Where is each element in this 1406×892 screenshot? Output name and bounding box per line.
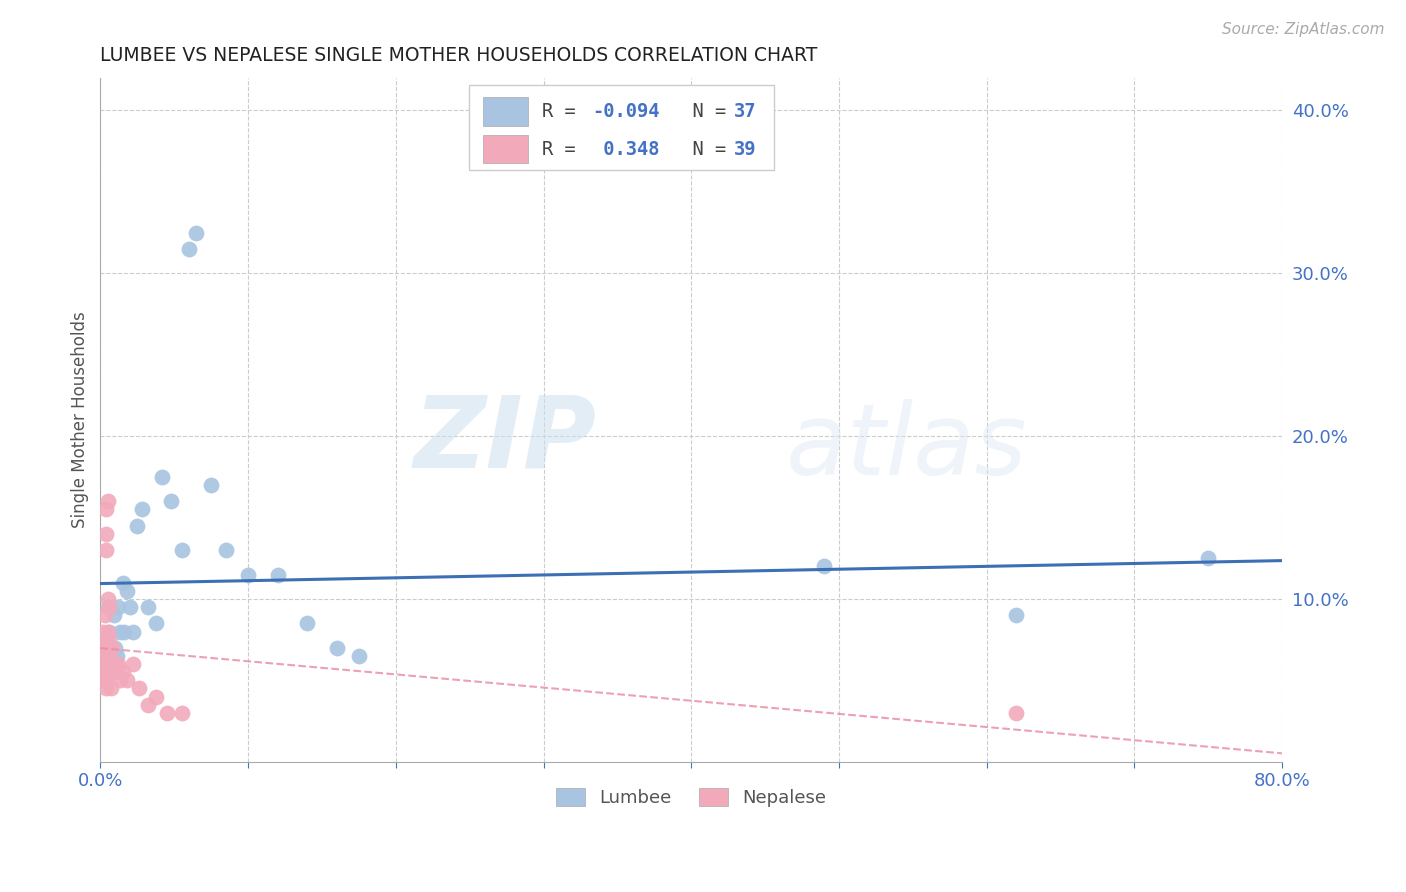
Point bbox=[170, 706, 193, 720]
Point bbox=[90, 657, 112, 671]
Point bbox=[111, 575, 134, 590]
Point bbox=[236, 567, 259, 582]
Point bbox=[94, 632, 117, 647]
Point bbox=[98, 600, 121, 615]
Point bbox=[94, 648, 117, 663]
Point bbox=[186, 226, 208, 240]
Point bbox=[200, 478, 222, 492]
Point bbox=[295, 616, 318, 631]
Point bbox=[104, 657, 127, 671]
Point bbox=[97, 648, 120, 663]
Text: N =: N = bbox=[671, 102, 738, 121]
Point bbox=[115, 583, 138, 598]
Point bbox=[1197, 551, 1219, 566]
Point bbox=[325, 640, 347, 655]
Point bbox=[118, 600, 141, 615]
Point bbox=[94, 608, 117, 623]
Text: R =: R = bbox=[543, 102, 588, 121]
Point bbox=[91, 624, 114, 639]
Text: ZIP: ZIP bbox=[413, 392, 596, 489]
Point bbox=[215, 543, 238, 558]
Point bbox=[96, 526, 118, 541]
Point bbox=[107, 600, 129, 615]
Text: 37: 37 bbox=[734, 102, 756, 121]
Text: -0.094: -0.094 bbox=[592, 102, 659, 121]
Point bbox=[105, 648, 128, 663]
Point bbox=[94, 665, 117, 680]
Text: LUMBEE VS NEPALESE SINGLE MOTHER HOUSEHOLDS CORRELATION CHART: LUMBEE VS NEPALESE SINGLE MOTHER HOUSEHO… bbox=[100, 46, 818, 65]
Point bbox=[1005, 706, 1028, 720]
Point bbox=[121, 657, 143, 671]
Text: 39: 39 bbox=[734, 139, 756, 159]
Text: N =: N = bbox=[671, 139, 738, 159]
Point bbox=[131, 502, 153, 516]
FancyBboxPatch shape bbox=[470, 85, 775, 170]
Point bbox=[128, 681, 150, 696]
Point bbox=[105, 665, 128, 680]
Point bbox=[100, 665, 122, 680]
Point bbox=[96, 502, 118, 516]
Text: Source: ZipAtlas.com: Source: ZipAtlas.com bbox=[1222, 22, 1385, 37]
Point bbox=[91, 657, 114, 671]
Point bbox=[152, 470, 174, 484]
Point bbox=[111, 665, 134, 680]
Point bbox=[145, 690, 167, 704]
Text: 0.348: 0.348 bbox=[592, 139, 659, 159]
Point bbox=[101, 665, 124, 680]
FancyBboxPatch shape bbox=[484, 97, 529, 126]
Point bbox=[121, 624, 143, 639]
Point bbox=[97, 494, 120, 508]
Text: R =: R = bbox=[543, 139, 588, 159]
Point bbox=[108, 624, 131, 639]
Point bbox=[108, 673, 131, 688]
Point bbox=[96, 543, 118, 558]
Point bbox=[103, 608, 125, 623]
Point bbox=[97, 600, 120, 615]
Point bbox=[347, 648, 370, 663]
Point bbox=[177, 242, 200, 256]
Point bbox=[100, 681, 122, 696]
Point bbox=[156, 706, 179, 720]
Point bbox=[813, 559, 835, 574]
Point bbox=[170, 543, 193, 558]
Point bbox=[97, 624, 120, 639]
Point bbox=[97, 591, 120, 606]
Point bbox=[145, 616, 167, 631]
Point bbox=[112, 624, 135, 639]
Point bbox=[90, 665, 112, 680]
Point bbox=[96, 681, 118, 696]
Y-axis label: Single Mother Households: Single Mother Households bbox=[72, 311, 89, 528]
FancyBboxPatch shape bbox=[484, 135, 529, 163]
Point bbox=[101, 640, 124, 655]
Point bbox=[266, 567, 288, 582]
Point bbox=[136, 698, 159, 712]
Point bbox=[98, 624, 121, 639]
Point bbox=[160, 494, 183, 508]
Point bbox=[104, 640, 127, 655]
Point bbox=[91, 640, 114, 655]
Point bbox=[107, 657, 129, 671]
Point bbox=[96, 644, 118, 658]
Point bbox=[1005, 608, 1028, 623]
Point bbox=[136, 600, 159, 615]
Legend: Lumbee, Nepalese: Lumbee, Nepalese bbox=[550, 780, 834, 814]
Point bbox=[94, 673, 117, 688]
Point bbox=[97, 640, 120, 655]
Point bbox=[98, 632, 121, 647]
Point bbox=[103, 657, 125, 671]
Point bbox=[115, 673, 138, 688]
Point bbox=[91, 665, 114, 680]
Point bbox=[100, 657, 122, 671]
Point bbox=[127, 518, 149, 533]
Point bbox=[100, 648, 122, 663]
Point bbox=[94, 632, 117, 647]
Point bbox=[90, 673, 112, 688]
Text: atlas: atlas bbox=[786, 399, 1028, 496]
